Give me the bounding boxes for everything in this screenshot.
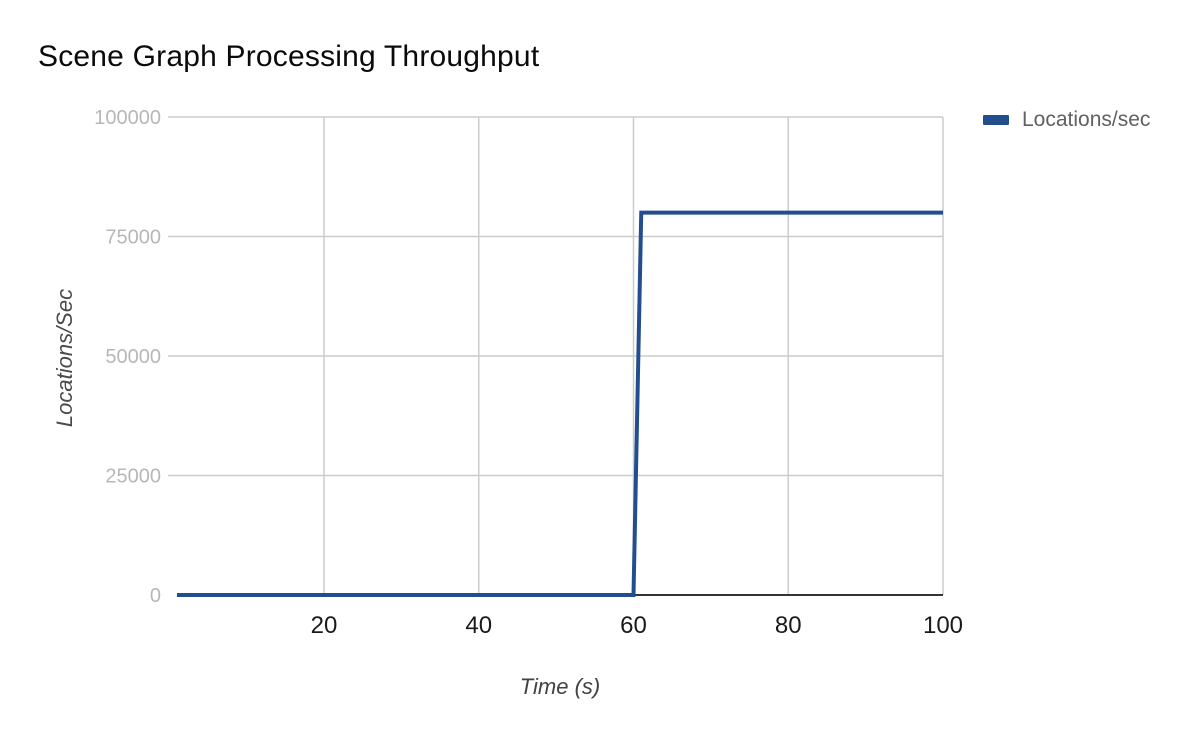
- series-line-locations-sec: [177, 210, 943, 597]
- legend-label: Locations/sec: [1022, 108, 1151, 131]
- chart-title: Scene Graph Processing Throughput: [38, 40, 540, 73]
- y-tick-label: 0: [150, 585, 161, 607]
- legend-swatch-locations-per-sec: [983, 115, 1009, 125]
- x-tick-label: 80: [775, 612, 802, 639]
- y-tick-label: 50000: [105, 346, 161, 368]
- legend: Locations/sec: [983, 108, 1150, 132]
- x-tick-label: 60: [620, 612, 647, 639]
- x-tick-label: 40: [465, 612, 492, 639]
- y-tick-label: 75000: [105, 227, 161, 249]
- x-tick-label: 20: [311, 612, 338, 639]
- y-axis-title: Locations/Sec: [52, 288, 77, 428]
- y-tick-label: 100000: [94, 107, 161, 129]
- x-tick-label: 100: [923, 612, 963, 639]
- y-tick-label: 25000: [105, 466, 161, 488]
- x-axis-title: Time (s): [519, 674, 601, 699]
